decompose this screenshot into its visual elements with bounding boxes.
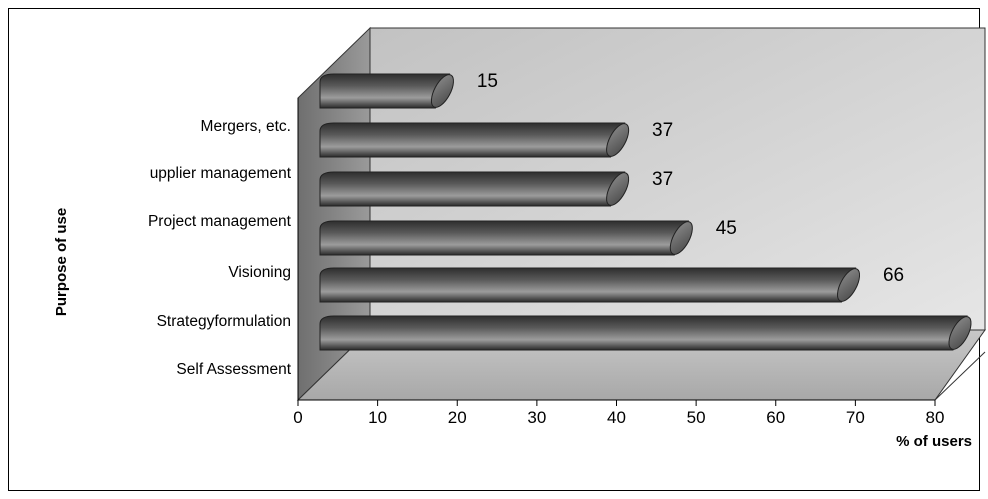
category-label: Strategyformulation — [157, 313, 291, 330]
bar — [319, 73, 454, 109]
x-axis-title: % of users — [896, 433, 972, 450]
category-labels: Self Assessment Strategyformulation Vision… — [148, 118, 292, 378]
category-label: Visioning — [228, 264, 291, 281]
data-label: 37 — [652, 169, 673, 190]
category-label: upplier management — [150, 165, 292, 182]
bar-cap — [606, 172, 630, 206]
x-ticks: 0 10 20 30 40 50 60 70 80 — [293, 400, 944, 427]
data-label: 66 — [883, 265, 904, 286]
x-tick-label: 40 — [607, 408, 626, 427]
category-label: Mergers, etc. — [201, 118, 291, 135]
x-tick-label: 20 — [448, 408, 467, 427]
x-tick-label: 30 — [527, 408, 546, 427]
bar — [319, 267, 861, 303]
bar — [319, 122, 630, 158]
category-label: Self Assessment — [176, 361, 291, 378]
bar-body — [319, 73, 451, 109]
data-label: 45 — [716, 218, 737, 239]
bar-cap — [430, 74, 454, 108]
bar-body — [319, 122, 626, 158]
data-label: 37 — [652, 120, 673, 141]
bar-cap — [669, 221, 693, 255]
bars — [319, 73, 972, 351]
data-labels: 153737456680 — [477, 71, 904, 286]
bar-cap — [948, 316, 972, 350]
x-tick-label: 10 — [368, 408, 387, 427]
x-tick-label: 0 — [293, 408, 302, 427]
bar-body — [319, 220, 690, 256]
bar — [319, 171, 630, 207]
bar-cap — [837, 268, 861, 302]
x-tick-label: 70 — [846, 408, 865, 427]
x-tick-label: 60 — [766, 408, 785, 427]
bar-body — [319, 267, 857, 303]
category-label: Project management — [148, 213, 292, 230]
bar-body — [319, 171, 626, 207]
data-label: 15 — [477, 71, 498, 92]
x-tick-label: 50 — [687, 408, 706, 427]
bar — [319, 315, 972, 351]
depth-edge — [934, 351, 986, 401]
y-axis-title: Purpose of use — [53, 208, 70, 316]
bar-cap — [606, 123, 630, 157]
bar-body — [319, 315, 968, 351]
x-tick-label: 80 — [926, 408, 945, 427]
bar — [319, 220, 693, 256]
